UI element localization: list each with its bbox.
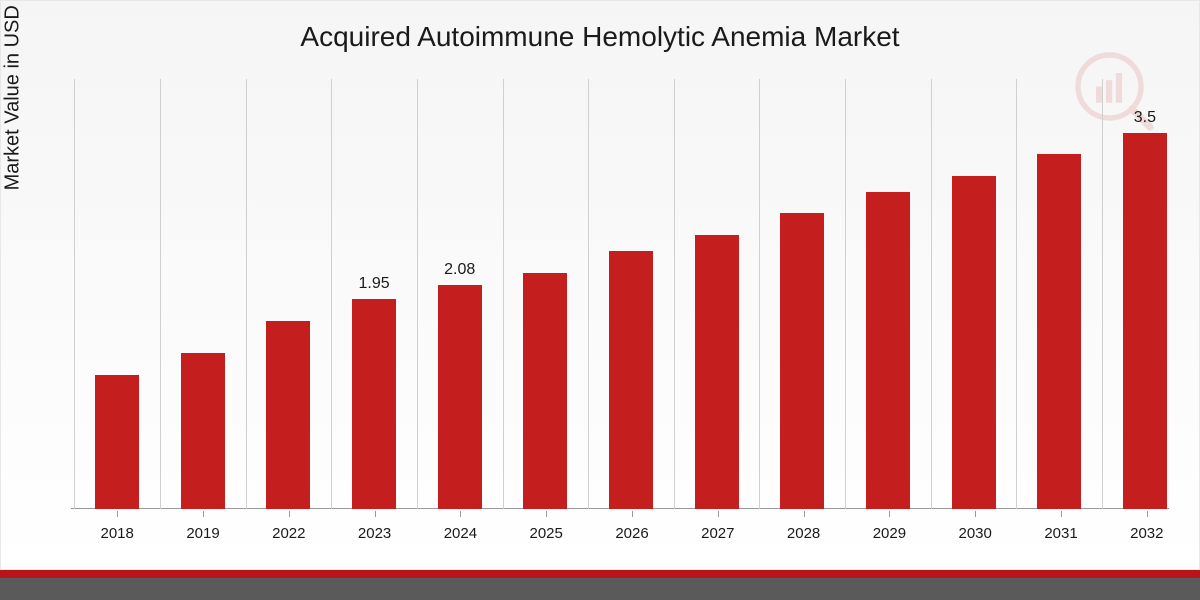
bar (438, 285, 482, 509)
gridline (417, 79, 418, 509)
gridline (74, 79, 75, 509)
x-tick-mark (975, 511, 976, 517)
bar-value-label: 1.95 (358, 275, 389, 293)
bar (780, 213, 824, 509)
x-tick-label: 2028 (787, 525, 820, 542)
x-tick-mark (1061, 511, 1062, 517)
bar-group (266, 321, 310, 509)
bar-group (523, 273, 567, 510)
bar (866, 192, 910, 509)
x-tick-mark (117, 511, 118, 517)
bar-group: 3.5 (1123, 109, 1167, 509)
bar (95, 375, 139, 509)
x-tick-mark (632, 511, 633, 517)
bottom-band (0, 570, 1200, 600)
bar (952, 176, 996, 509)
bar (695, 235, 739, 509)
x-tick-mark (375, 511, 376, 517)
x-tick-label: 2026 (615, 525, 648, 542)
bar-group (695, 235, 739, 509)
x-tick-mark (289, 511, 290, 517)
bar-group (866, 192, 910, 509)
x-tick-label: 2022 (272, 525, 305, 542)
bar (1123, 133, 1167, 509)
x-tick-label: 2031 (1044, 525, 1077, 542)
bar-group (1037, 154, 1081, 509)
bar-value-label: 3.5 (1134, 109, 1156, 127)
chart-container: Acquired Autoimmune Hemolytic Anemia Mar… (0, 0, 1200, 570)
bar (609, 251, 653, 509)
x-tick-mark (889, 511, 890, 517)
x-tick-label: 2019 (186, 525, 219, 542)
x-tick-mark (203, 511, 204, 517)
x-tick-mark (1147, 511, 1148, 517)
x-tick-label: 2025 (530, 525, 563, 542)
bar (1037, 154, 1081, 509)
bar (352, 299, 396, 509)
x-tick-label: 2032 (1130, 525, 1163, 542)
x-tick-label: 2018 (101, 525, 134, 542)
x-tick-label: 2029 (873, 525, 906, 542)
gridline (588, 79, 589, 509)
y-axis-label: Market Value in USD Billion (2, 0, 25, 190)
bar-group (952, 176, 996, 509)
gridline (331, 79, 332, 509)
x-tick-mark (718, 511, 719, 517)
bar-group (181, 353, 225, 509)
x-tick-label: 2030 (959, 525, 992, 542)
bar (266, 321, 310, 509)
plot-area: 1.95 2.08 3.5 (71, 81, 1169, 509)
gridline (931, 79, 932, 509)
x-tick-label: 2023 (358, 525, 391, 542)
gridline (160, 79, 161, 509)
bar-value-label: 2.08 (444, 261, 475, 279)
x-tick-label: 2024 (444, 525, 477, 542)
gridline (1102, 79, 1103, 509)
band-gray (0, 578, 1200, 600)
bar-group (95, 375, 139, 509)
gridline (759, 79, 760, 509)
gridline (845, 79, 846, 509)
bar-group (780, 213, 824, 509)
x-tick-mark (804, 511, 805, 517)
bar (523, 273, 567, 510)
gridline (246, 79, 247, 509)
x-tick-mark (460, 511, 461, 517)
band-red (0, 570, 1200, 578)
chart-title: Acquired Autoimmune Hemolytic Anemia Mar… (1, 1, 1199, 53)
bar-group (609, 251, 653, 509)
gridline (1016, 79, 1017, 509)
bar-group: 2.08 (438, 261, 482, 509)
x-tick-label: 2027 (701, 525, 734, 542)
gridline (503, 79, 504, 509)
bar (181, 353, 225, 509)
gridline (674, 79, 675, 509)
x-tick-mark (546, 511, 547, 517)
bar-group: 1.95 (352, 275, 396, 509)
